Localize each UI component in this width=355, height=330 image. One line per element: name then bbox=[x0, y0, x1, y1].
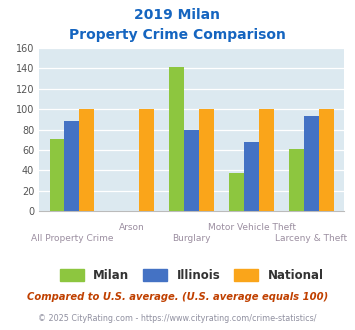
Bar bbox=[184, 130, 199, 211]
Text: Property Crime Comparison: Property Crime Comparison bbox=[69, 28, 286, 42]
Bar bbox=[319, 109, 334, 211]
Text: © 2025 CityRating.com - https://www.cityrating.com/crime-statistics/: © 2025 CityRating.com - https://www.city… bbox=[38, 314, 317, 323]
Text: Arson: Arson bbox=[119, 223, 145, 232]
Bar bbox=[50, 139, 65, 211]
Bar bbox=[289, 149, 304, 211]
Bar bbox=[65, 121, 80, 211]
Text: Burglary: Burglary bbox=[173, 234, 211, 243]
Bar bbox=[169, 67, 184, 211]
Bar bbox=[304, 116, 319, 211]
Bar bbox=[229, 174, 244, 211]
Text: Larceny & Theft: Larceny & Theft bbox=[275, 234, 348, 243]
Bar bbox=[259, 109, 274, 211]
Text: Compared to U.S. average. (U.S. average equals 100): Compared to U.S. average. (U.S. average … bbox=[27, 292, 328, 302]
Text: 2019 Milan: 2019 Milan bbox=[135, 8, 220, 22]
Bar bbox=[139, 109, 154, 211]
Legend: Milan, Illinois, National: Milan, Illinois, National bbox=[55, 264, 328, 287]
Text: All Property Crime: All Property Crime bbox=[31, 234, 113, 243]
Bar bbox=[199, 109, 214, 211]
Bar bbox=[80, 109, 94, 211]
Text: Motor Vehicle Theft: Motor Vehicle Theft bbox=[208, 223, 296, 232]
Bar bbox=[244, 142, 259, 211]
